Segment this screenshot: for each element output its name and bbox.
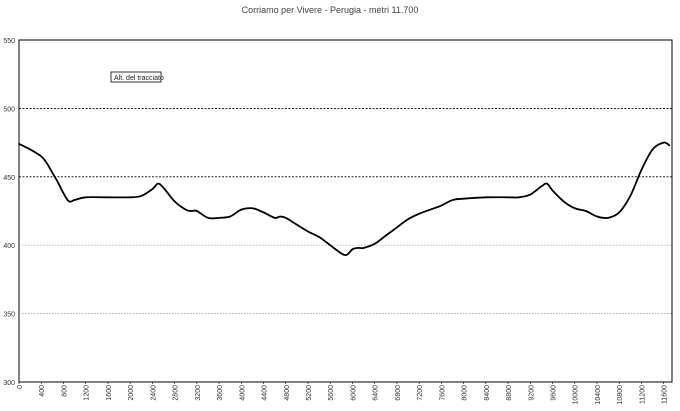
legend: Alt. del tracciato (110, 71, 164, 83)
y-tick-label: 450 (3, 175, 15, 182)
y-tick-label: 350 (3, 312, 15, 319)
x-tick-label: 9600 (551, 385, 558, 401)
x-tick-label: 3600 (217, 385, 224, 401)
x-tick-label: 7600 (439, 385, 446, 401)
x-tick-label: 7200 (417, 385, 424, 401)
legend-box (110, 71, 162, 83)
x-tick-label: 11600 (662, 385, 669, 404)
x-tick-label: 8800 (506, 385, 513, 401)
x-tick-label: 5200 (306, 385, 313, 401)
x-tick-label: 6800 (395, 385, 402, 401)
x-tick-label: 4000 (239, 385, 246, 401)
x-tick-label: 400 (39, 385, 46, 397)
y-tick-label: 500 (3, 106, 15, 113)
x-tick-label: 1600 (106, 385, 113, 401)
x-tick-label: 9200 (528, 385, 535, 401)
legend-label: Alt. del tracciato (114, 75, 164, 82)
x-tick-label: 3200 (195, 385, 202, 401)
series-layer (18, 141, 671, 256)
x-tick-label: 4400 (262, 385, 269, 401)
y-tick-label: 300 (3, 380, 15, 387)
x-tick-label: 5600 (328, 385, 335, 401)
x-tick-label: 2000 (128, 385, 135, 401)
x-tick-label: 8400 (484, 385, 491, 401)
chart-title: Corriamo per Vivere - Perugia - metri 11… (242, 5, 419, 15)
series-line-elevation (18, 141, 671, 256)
x-axis-ticks: 0 400 800 1200 1600 2000 2400 2800 3200 3600 4000 4… (17, 382, 669, 404)
x-tick-label: 0 (17, 385, 24, 389)
y-tick-label: 400 (3, 243, 15, 250)
x-tick-label: 10000 (573, 385, 580, 405)
x-tick-label: 11200 (639, 385, 646, 404)
plot-area (18, 39, 673, 383)
x-tick-label: 10400 (595, 385, 602, 405)
y-axis-ticks: 300 350 400 450 500 550 (3, 38, 15, 387)
gridlines (19, 107, 672, 314)
x-tick-label: 2400 (150, 385, 157, 401)
x-tick-label: 800 (61, 385, 68, 397)
x-tick-label: 4800 (284, 385, 291, 401)
y-tick-label: 550 (3, 38, 15, 45)
x-tick-label: 6400 (373, 385, 380, 401)
x-tick-label: 10800 (617, 385, 624, 405)
x-tick-label: 8000 (462, 385, 469, 401)
x-tick-label: 6000 (350, 385, 357, 401)
x-tick-label: 1200 (84, 385, 91, 401)
x-tick-label: 2800 (173, 385, 180, 401)
